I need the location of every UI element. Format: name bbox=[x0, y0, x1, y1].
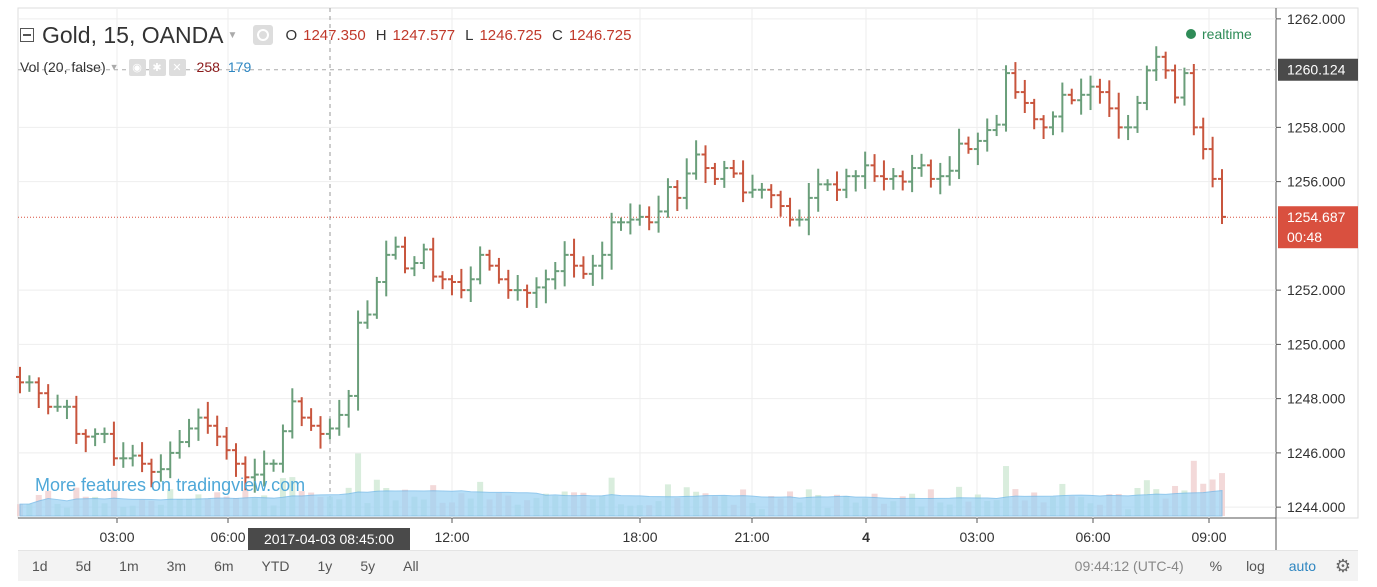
auto-toggle[interactable]: auto bbox=[1288, 558, 1316, 574]
time-tick-label: 03:00 bbox=[959, 529, 994, 545]
ohlc-open-label: O bbox=[285, 26, 298, 44]
gear-icon[interactable]: ✱ bbox=[148, 58, 166, 76]
time-tick-label: 21:00 bbox=[734, 529, 769, 545]
volume-bar bbox=[355, 453, 362, 516]
ohlc-open-value: 1247.350 bbox=[303, 26, 366, 44]
crosshair-time-label: 2017-04-03 08:45:00 bbox=[264, 531, 394, 547]
ohlc-high-value: 1247.577 bbox=[392, 26, 456, 44]
volume-bar bbox=[1003, 466, 1010, 516]
time-tick-label: 06:00 bbox=[210, 529, 245, 545]
last-price-box bbox=[1278, 206, 1358, 249]
ohlc-low-label: L bbox=[465, 26, 474, 44]
price-tick-label: 1246.000 bbox=[1287, 445, 1346, 461]
ohlc-close-label: C bbox=[552, 26, 563, 44]
volume-ma-area bbox=[19, 490, 1223, 517]
realtime-status: realtime bbox=[1186, 26, 1252, 42]
high-price-box bbox=[1278, 58, 1358, 81]
time-tick-label: 4 bbox=[862, 529, 870, 545]
realtime-label: realtime bbox=[1202, 26, 1252, 42]
timeframe-1m[interactable]: 1m bbox=[119, 558, 139, 574]
main-legend: Gold, 15, OANDA ▼ O 1247.350 H 1247.577 … bbox=[20, 20, 641, 50]
timeframe-ytd[interactable]: YTD bbox=[261, 558, 290, 574]
timeframe-5d[interactable]: 5d bbox=[75, 558, 92, 574]
status-dot-icon bbox=[1186, 29, 1196, 39]
chart-border bbox=[17, 7, 1359, 519]
time-tick-label: 03:00 bbox=[99, 529, 134, 545]
eye-icon[interactable] bbox=[253, 25, 274, 45]
volume-label[interactable]: Vol (20, false) bbox=[20, 59, 106, 75]
chevron-down-icon[interactable]: ▼ bbox=[109, 62, 119, 72]
timeframe-1d[interactable]: 1d bbox=[32, 558, 48, 574]
price-tick-label: 1252.000 bbox=[1287, 282, 1346, 298]
gear-icon[interactable]: ⚙ bbox=[1334, 555, 1352, 576]
symbol-title[interactable]: Gold, 15, OANDA bbox=[42, 21, 224, 48]
timeframe-6m[interactable]: 6m bbox=[214, 558, 234, 574]
timeframe-all[interactable]: All bbox=[403, 558, 419, 574]
time-tick-label: 18:00 bbox=[622, 529, 657, 545]
volume-value: 258 bbox=[196, 59, 220, 75]
time-tick-label: 09:00 bbox=[1191, 529, 1226, 545]
price-tick-label: 1262.000 bbox=[1287, 11, 1346, 27]
time-tick-label: 12:00 bbox=[434, 529, 469, 545]
ohlc-low-value: 1246.725 bbox=[479, 26, 543, 44]
chevron-down-icon[interactable]: ▼ bbox=[227, 29, 238, 41]
crosshair-time-box bbox=[248, 528, 410, 550]
ohlc-close-value: 1246.725 bbox=[568, 26, 632, 44]
last-price-label: 1254.687 bbox=[1287, 209, 1346, 225]
volume-bar bbox=[1190, 460, 1197, 516]
ohlc-high-label: H bbox=[375, 26, 387, 44]
bottom-toolbar: 1d 5d 1m 3m 6m YTD 1y 5y All 09:44:12 (U… bbox=[18, 550, 1358, 581]
price-tick-label: 1250.000 bbox=[1287, 336, 1346, 352]
price-tick-label: 1244.000 bbox=[1287, 499, 1346, 515]
high-price-label: 1260.124 bbox=[1287, 62, 1346, 78]
watermark-link[interactable]: More features on tradingview.com bbox=[35, 475, 306, 495]
log-toggle[interactable]: log bbox=[1246, 558, 1265, 574]
eye-icon[interactable]: ◉ bbox=[128, 58, 146, 76]
price-tick-label: 1248.000 bbox=[1287, 391, 1346, 407]
time-tick-label: 06:00 bbox=[1075, 529, 1110, 545]
clock: 09:44:12 (UTC-4) bbox=[1074, 558, 1184, 574]
price-tick-label: 1256.000 bbox=[1287, 174, 1346, 190]
close-icon[interactable]: ✕ bbox=[168, 58, 186, 76]
timeframe-5y[interactable]: 5y bbox=[360, 558, 376, 574]
timeframe-3m[interactable]: 3m bbox=[166, 558, 187, 574]
price-tick-label: 1258.000 bbox=[1287, 119, 1346, 135]
volume-ma-value: 179 bbox=[227, 59, 252, 75]
percent-toggle[interactable]: % bbox=[1209, 558, 1223, 574]
collapse-icon[interactable] bbox=[20, 28, 34, 42]
volume-legend: Vol (20, false) ▼ ◉ ✱ ✕ 258 179 bbox=[20, 56, 251, 78]
timeframe-1y[interactable]: 1y bbox=[317, 558, 333, 574]
countdown-label: 00:48 bbox=[1287, 229, 1322, 245]
